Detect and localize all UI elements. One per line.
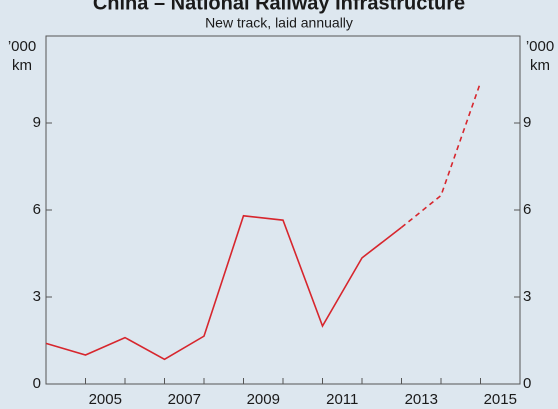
x-tick-label: 2007: [168, 391, 201, 408]
y-tick-label: 6: [33, 201, 41, 218]
y-tick-label: 0: [523, 375, 531, 392]
y-tick-label: 6: [523, 201, 531, 218]
y-unit: ’000: [8, 38, 36, 55]
y-tick-label: 3: [523, 288, 531, 305]
y-tick-label: 0: [33, 375, 41, 392]
y-unit: km: [12, 57, 32, 74]
x-tick-label: 2013: [405, 391, 438, 408]
x-tick-label: 2011: [326, 391, 358, 408]
y-tick-label: 9: [33, 114, 41, 131]
y-tick-label: 9: [523, 114, 531, 131]
chart-title: China – National Railway Infrastructure: [93, 0, 465, 14]
chart-subtitle: New track, laid annually: [205, 15, 353, 31]
x-tick-label: 2005: [89, 391, 122, 408]
y-unit: km: [530, 57, 550, 74]
y-unit: ’000: [526, 38, 554, 55]
x-tick-label: 2015: [484, 391, 517, 408]
x-tick-label: 2009: [247, 391, 280, 408]
line: [45, 214, 402, 361]
y-tick-label: 3: [33, 288, 41, 305]
line-dashed: [400, 82, 482, 229]
